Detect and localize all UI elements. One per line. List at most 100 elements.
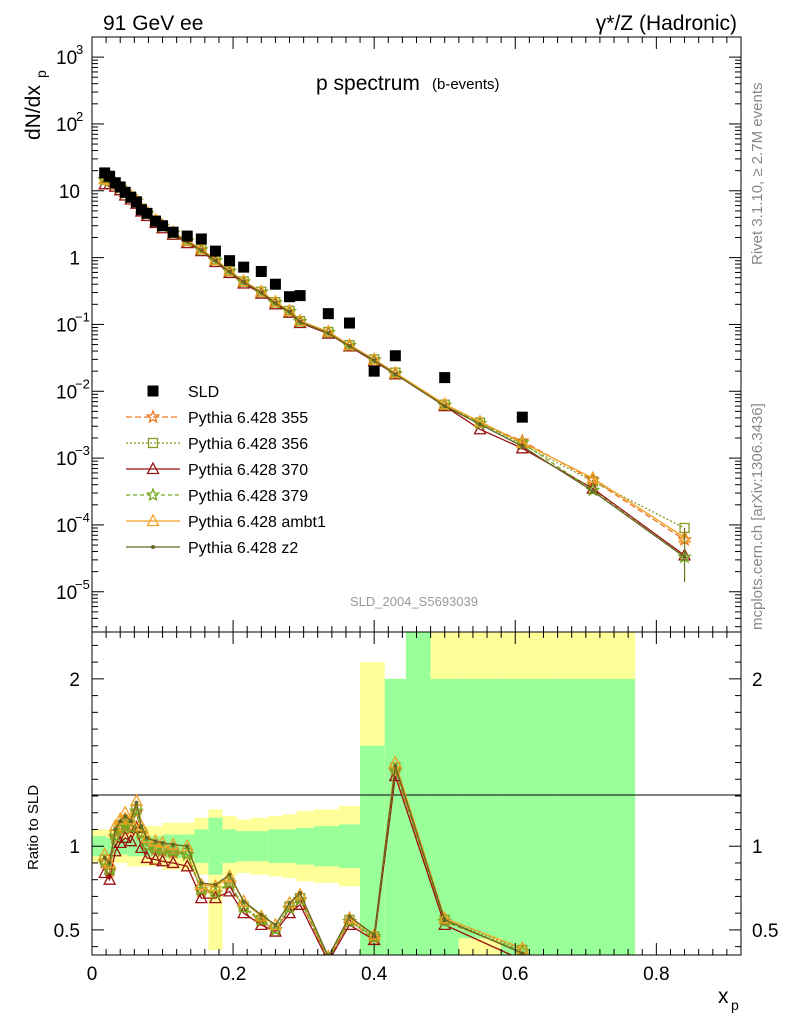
ratio-point-4	[103, 855, 117, 869]
ratio-point-3	[123, 819, 139, 835]
data-point	[149, 215, 161, 227]
ratio-point-5	[0, 953, 2, 957]
legend-item-0: Pythia 6.428 355	[126, 409, 308, 427]
data-point	[195, 233, 207, 245]
data-point	[368, 365, 380, 377]
band-inner	[268, 829, 283, 863]
data-point	[269, 278, 281, 290]
series-point-5	[227, 269, 232, 274]
legend-item-1: Pythia 6.428 356	[126, 436, 308, 453]
legend-item-3: Pythia 6.428 379	[126, 487, 308, 505]
series-point-5	[347, 344, 352, 349]
data-point	[119, 186, 131, 198]
legend-item-5: Pythia 6.428 z2	[126, 540, 298, 557]
series-point-5	[477, 422, 482, 427]
ratio-point-5	[393, 763, 398, 768]
y-tick-label: 10−4	[56, 510, 90, 537]
band-inner	[430, 678, 459, 955]
ratio-point-4	[237, 894, 251, 907]
chart-title-sub: (b-events)	[432, 76, 500, 93]
band-inner	[501, 678, 555, 955]
data-point	[209, 245, 221, 257]
legend-item-2: Pythia 6.428 370	[126, 461, 308, 479]
data-point	[157, 220, 169, 232]
x-tick-label: 0	[87, 964, 98, 985]
svg-text:10: 10	[56, 516, 77, 537]
svg-text:p: p	[33, 70, 49, 78]
ratio-y-tick-label-right: 0.5	[752, 921, 778, 942]
ratio-x-axis: 0 0.2 0.4 0.6 0.8	[87, 632, 742, 985]
ratio-point-4	[208, 878, 223, 892]
main-data-points	[99, 167, 528, 423]
data-point	[238, 261, 250, 273]
series-point-5	[590, 489, 595, 494]
legend-label: Pythia 6.428 356	[188, 436, 308, 453]
ratio-point-5	[171, 842, 176, 847]
legend-label: Pythia 6.428 379	[188, 488, 308, 505]
ratio-point-3	[179, 846, 195, 861]
ratio-point-4	[342, 910, 357, 924]
ratio-point-4	[140, 830, 154, 843]
ratio-point-5	[102, 855, 107, 860]
ratio-point-5	[145, 835, 150, 840]
series-point-5	[326, 331, 331, 336]
data-point	[255, 265, 267, 277]
legend-marker	[146, 461, 160, 475]
main-y-label: dN/dx p	[22, 70, 49, 140]
ratio-point-2	[194, 890, 208, 904]
ratio-point-5	[160, 840, 165, 845]
ratio-point-2	[98, 865, 112, 879]
ratio-point-5	[241, 899, 246, 904]
ratio-point-5	[113, 827, 118, 832]
svg-text:p: p	[731, 997, 739, 1013]
ratio-point-5	[273, 922, 278, 927]
ratio-point-2	[166, 855, 180, 869]
ratio-point-5	[227, 872, 232, 877]
ratio-point-5	[153, 839, 158, 844]
svg-text:10: 10	[56, 115, 77, 136]
band-inner	[314, 826, 339, 867]
ratio-point-2	[155, 853, 170, 867]
legend-marker	[151, 545, 155, 549]
series-point-5	[520, 444, 525, 449]
legend-label: Pythia 6.428 z2	[188, 540, 298, 557]
legend-item-4: Pythia 6.428 ambt1	[126, 513, 326, 531]
svg-text:10: 10	[56, 382, 77, 403]
ratio-point-5	[520, 951, 525, 955]
rivet-label: Rivet 3.1.10, ≥ 2.7M events	[749, 83, 766, 266]
data-point	[322, 308, 334, 320]
series-point-3	[292, 313, 308, 328]
ratio-point-4	[367, 927, 381, 941]
ratio-point-5	[134, 800, 139, 805]
legend-label: Pythia 6.428 370	[188, 462, 308, 479]
svg-text:10: 10	[56, 315, 77, 336]
data-point	[125, 191, 137, 203]
ratio-line-2	[104, 775, 513, 955]
data-point	[135, 204, 147, 216]
ratio-point-2	[118, 830, 132, 843]
ratio-panel: 0.5 0.5 1 1 2 2 0 0.2 0.4 0.6 0.8 Ratio to SLD x …	[0, 631, 778, 1013]
y-tick-label: 10−1	[56, 309, 90, 336]
ratio-point-4	[438, 910, 452, 924]
ratio-point-4	[134, 818, 148, 832]
data-point	[181, 230, 193, 242]
series-point-3	[236, 274, 252, 289]
ratio-point-4	[268, 917, 282, 931]
svg-text:−4: −4	[75, 510, 90, 525]
series-point-4	[321, 324, 335, 337]
ratio-y-tick-label: 1	[69, 837, 80, 858]
x-tick-label: 0.8	[643, 964, 669, 985]
svg-text:10: 10	[56, 583, 77, 604]
ratio-point-5	[123, 814, 128, 819]
ratio-point-5	[298, 891, 303, 896]
series-point-5	[442, 404, 447, 409]
band-inner	[405, 632, 431, 955]
ratio-point-2	[327, 954, 329, 955]
data-point	[167, 226, 179, 238]
svg-text:10: 10	[59, 182, 80, 203]
legend-marker	[147, 437, 159, 449]
y-tick-label: 10−2	[56, 376, 90, 403]
series-point-5	[372, 358, 377, 363]
ratio-point-5	[199, 881, 204, 886]
